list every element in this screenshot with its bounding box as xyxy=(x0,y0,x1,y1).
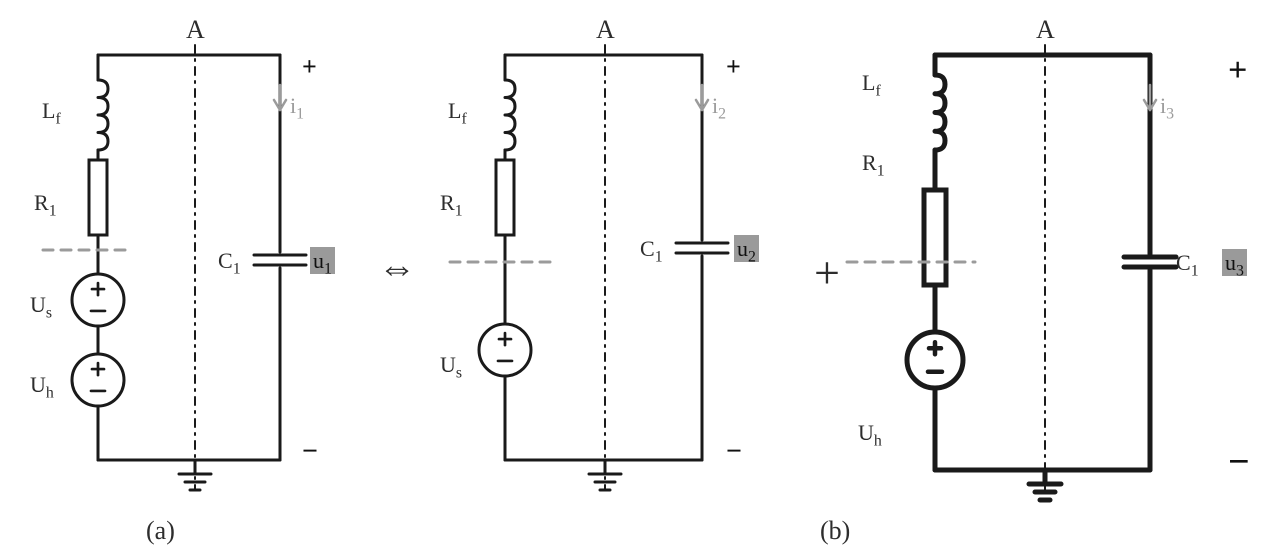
caption-b: (b) xyxy=(820,516,850,546)
label-R1: R1 xyxy=(440,190,463,220)
label-C1: C1 xyxy=(1176,250,1199,280)
circuit-svg xyxy=(0,0,1281,555)
label-A: A xyxy=(1036,15,1055,45)
label-Lf: Lf xyxy=(42,98,61,128)
circuit-figure: ⇔ + (a) (b) ALfR1UsUhC1i1u1+−ALfR1UsC1i2… xyxy=(0,0,1281,555)
label-R1: R1 xyxy=(862,150,885,180)
label-Uh: Uh xyxy=(30,372,54,402)
label-Uh: Uh xyxy=(858,420,882,450)
label-Lf: Lf xyxy=(448,98,467,128)
plus-between: + xyxy=(814,246,840,299)
label-i: i2 xyxy=(712,93,726,123)
label-C1: C1 xyxy=(218,248,241,278)
label-C1: C1 xyxy=(640,236,663,266)
label-Lf: Lf xyxy=(862,70,881,100)
caption-a: (a) xyxy=(146,516,175,546)
label-i: i1 xyxy=(290,93,304,123)
equiv-symbol: ⇔ xyxy=(378,246,416,290)
label-A: A xyxy=(596,15,615,45)
label-Us: Us xyxy=(440,352,462,382)
label-u: u2 xyxy=(734,236,759,266)
label-Us: Us xyxy=(30,292,52,322)
label-A: A xyxy=(186,15,205,45)
label-u: u3 xyxy=(1222,250,1247,280)
label-u: u1 xyxy=(310,248,335,278)
label-R1: R1 xyxy=(34,190,57,220)
label-i: i3 xyxy=(1160,93,1174,123)
